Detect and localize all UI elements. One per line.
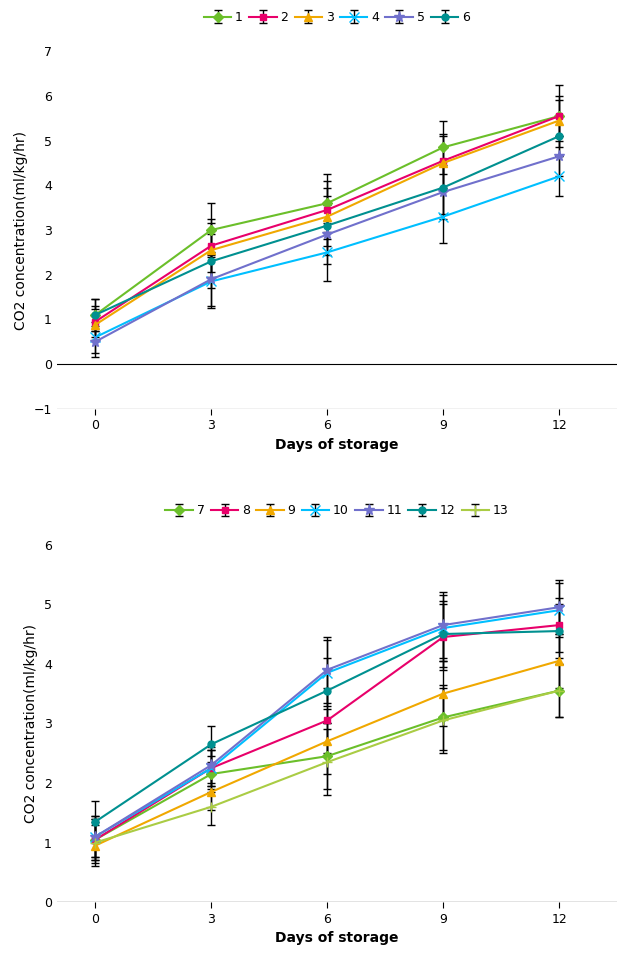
Legend: 1, 2, 3, 4, 5, 6: 1, 2, 3, 4, 5, 6 — [204, 12, 470, 24]
X-axis label: Days of storage: Days of storage — [275, 437, 399, 452]
Legend: 7, 8, 9, 10, 11, 12, 13: 7, 8, 9, 10, 11, 12, 13 — [165, 504, 509, 518]
Y-axis label: CO2 concentration(ml/kg/hr): CO2 concentration(ml/kg/hr) — [24, 624, 38, 823]
X-axis label: Days of storage: Days of storage — [275, 931, 399, 946]
Y-axis label: CO2 concentration(ml/kg/hr): CO2 concentration(ml/kg/hr) — [14, 130, 28, 330]
